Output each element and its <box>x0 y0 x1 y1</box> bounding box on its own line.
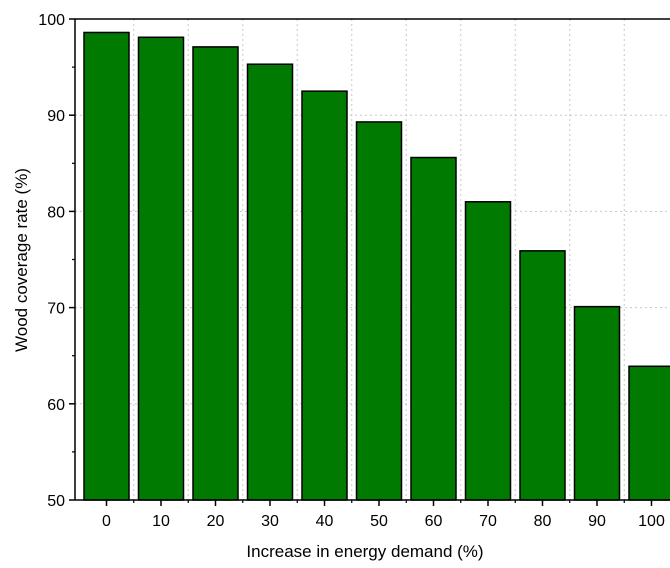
y-tick-label: 60 <box>47 397 65 414</box>
x-tick-label: 0 <box>102 513 111 530</box>
x-tick-label: 10 <box>152 513 170 530</box>
x-tick-label: 20 <box>207 513 225 530</box>
bar-60 <box>410 156 457 501</box>
y-tick-label: 50 <box>47 493 65 510</box>
bar-20 <box>192 46 239 501</box>
bars <box>83 31 670 501</box>
x-tick-label: 100 <box>638 513 665 530</box>
gridlines <box>75 19 670 500</box>
x-axis-title: Increase in energy demand (%) <box>246 542 483 561</box>
bar-70 <box>464 201 512 501</box>
bar-90 <box>573 305 621 501</box>
bar-80 <box>519 250 566 501</box>
bar-30 <box>246 63 294 501</box>
x-tick-label: 60 <box>425 513 443 530</box>
y-tick-label: 70 <box>47 301 65 318</box>
y-tick-label: 90 <box>47 108 65 125</box>
x-tick-label: 50 <box>370 513 388 530</box>
y-tick-label: 80 <box>47 204 65 221</box>
bar-40 <box>301 90 348 501</box>
x-tick-label: 70 <box>479 513 497 530</box>
x-tick-label: 30 <box>261 513 279 530</box>
x-tick-label: 80 <box>534 513 552 530</box>
bar-10 <box>137 36 185 501</box>
x-tick-label: 90 <box>588 513 606 530</box>
bar-100 <box>628 365 670 501</box>
ticks: 50 60 70 80 90 100 0 10 20 30 40 50 60 70 80 90 100 <box>38 12 665 530</box>
y-tick-label: 100 <box>38 12 65 29</box>
bar-0 <box>83 31 130 501</box>
bar-50 <box>355 121 403 501</box>
y-axis-title: Wood coverage rate (%) <box>12 168 31 352</box>
x-tick-label: 40 <box>316 513 334 530</box>
